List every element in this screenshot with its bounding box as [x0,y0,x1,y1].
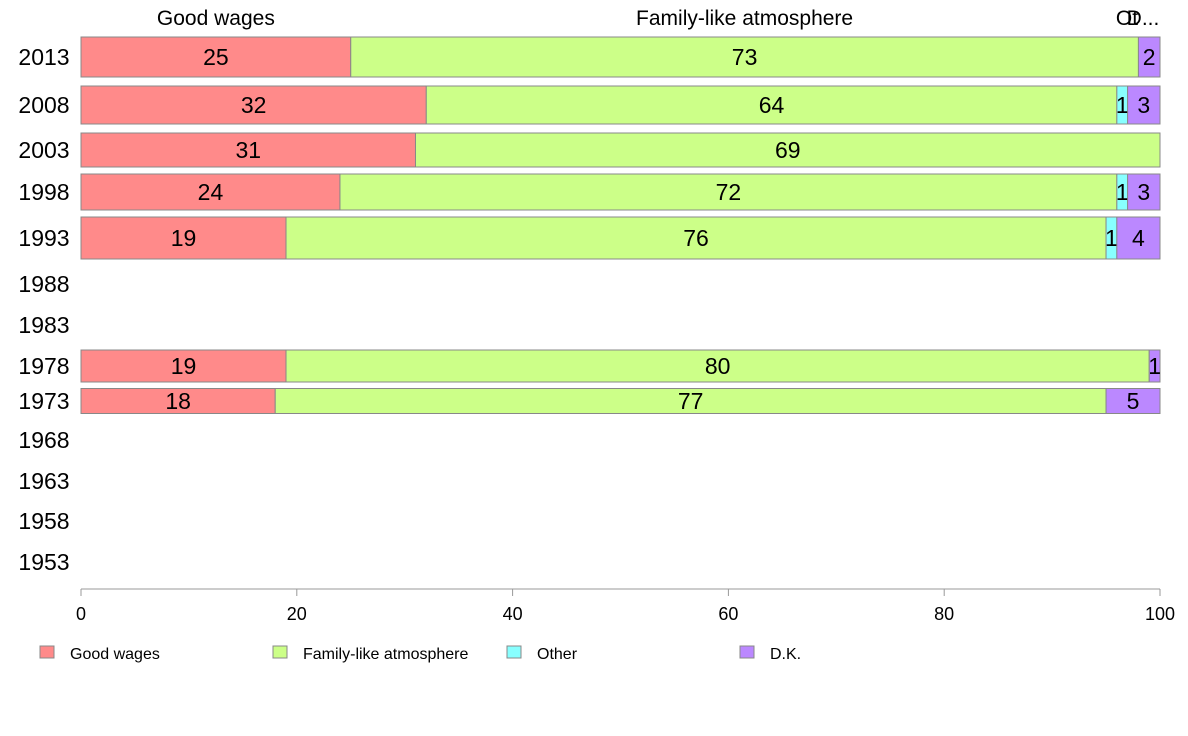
bar-2008-d-k [1127,85,1161,125]
year-label-1993: 1993 [18,225,69,251]
bar-1998-family-like-atmosphere [339,173,1118,211]
x-tick-label-60: 60 [718,604,738,624]
year-label-1958: 1958 [18,508,69,534]
value-label-1978-d-k: 1 [1148,353,1161,379]
year-labels: 2013 2008 2003 1998 1993 1988 1983 1978 1973 1968… [18,44,69,575]
value-label-1973-family-like-atmosphere: 77 [678,388,704,414]
bar-1998-d-k [1127,173,1161,211]
value-label-1978-good-wages: 19 [171,353,197,379]
value-label-1993-good-wages: 19 [171,225,197,251]
value-label-2008-good-wages: 32 [241,92,267,118]
bar-2003-family-like-atmosphere [414,132,1161,168]
x-tick-label-40: 40 [503,604,523,624]
year-label-1963: 1963 [18,468,69,494]
legend-swatch-d-k [739,645,755,659]
legend-label-good-wages: Good wages [70,646,160,663]
year-label-1953: 1953 [18,549,69,575]
value-label-1993-d-k: 4 [1132,225,1145,251]
top-series-labels: Good wages Family-like atmosphere OtD... [157,7,1159,30]
legend-swatch-family-like-atmosphere [272,645,288,659]
year-label-2003: 2003 [18,137,69,163]
value-label-1998-other: 1 [1116,179,1129,205]
top-label-0: Good wages [157,7,275,30]
bar-2008-family-like-atmosphere [425,85,1118,125]
legend-swatch-good-wages [39,645,55,659]
legend-label-d-k: D.K. [770,646,801,663]
bar-1973-d-k [1105,388,1161,414]
value-label-2013-d-k: 2 [1143,44,1156,70]
value-label-1973-d-k: 5 [1127,388,1140,414]
value-label-2008-d-k: 3 [1137,92,1150,118]
bar-1993-family-like-atmosphere [285,216,1107,260]
year-label-2013: 2013 [18,44,69,70]
year-label-1988: 1988 [18,271,69,297]
value-label-1998-family-like-atmosphere: 72 [716,179,742,205]
value-label-1998-good-wages: 24 [198,179,224,205]
x-tick-label-20: 20 [287,604,307,624]
value-label-1998-d-k: 3 [1137,179,1150,205]
value-label-1993-family-like-atmosphere: 76 [683,225,709,251]
x-tick-label-80: 80 [934,604,954,624]
bar-2013-family-like-atmosphere [350,36,1139,78]
legend-label-family-like-atmosphere: Family-like atmosphere [303,646,468,663]
legend-swatch-other [506,645,522,659]
bar-2003-good-wages [80,132,416,168]
bar-1973-good-wages [80,388,276,414]
x-tick-label-100: 100 [1145,604,1175,624]
value-label-2013-good-wages: 25 [203,44,229,70]
bar-1978-d-k [1148,349,1161,383]
year-label-1968: 1968 [18,427,69,453]
bar-1998-good-wages [80,173,341,211]
bar-1978-good-wages [80,349,287,383]
bar-2008-good-wages [80,85,427,125]
value-label-2008-other: 1 [1116,92,1129,118]
bar-1978-family-like-atmosphere [285,349,1150,383]
year-label-1973: 1973 [18,388,69,414]
bar-2013-d-k [1137,36,1161,78]
legend-label-other: Other [537,646,578,663]
year-label-2008: 2008 [18,92,69,118]
x-tick-label-0: 0 [76,604,86,624]
bar-1993-good-wages [80,216,287,260]
value-label-1993-other: 1 [1105,225,1118,251]
value-label-2013-family-like-atmosphere: 73 [732,44,758,70]
value-label-2003-good-wages: 31 [235,137,261,163]
top-label-3: D... [1127,7,1160,30]
value-label-2003-family-like-atmosphere: 69 [775,137,801,163]
top-label-2: Ot [1116,7,1138,30]
x-axis: 0 20 40 60 80 100 [76,588,1175,624]
year-label-1983: 1983 [18,312,69,338]
top-label-1: Family-like atmosphere [636,7,853,30]
value-label-1978-family-like-atmosphere: 80 [705,353,731,379]
year-label-1998: 1998 [18,179,69,205]
year-label-1978: 1978 [18,353,69,379]
value-label-2008-family-like-atmosphere: 64 [759,92,785,118]
legend: Good wages Family-like atmosphere Other D.K… [39,645,801,663]
bar-1993-d-k [1116,216,1161,260]
value-label-1973-good-wages: 18 [165,388,191,414]
